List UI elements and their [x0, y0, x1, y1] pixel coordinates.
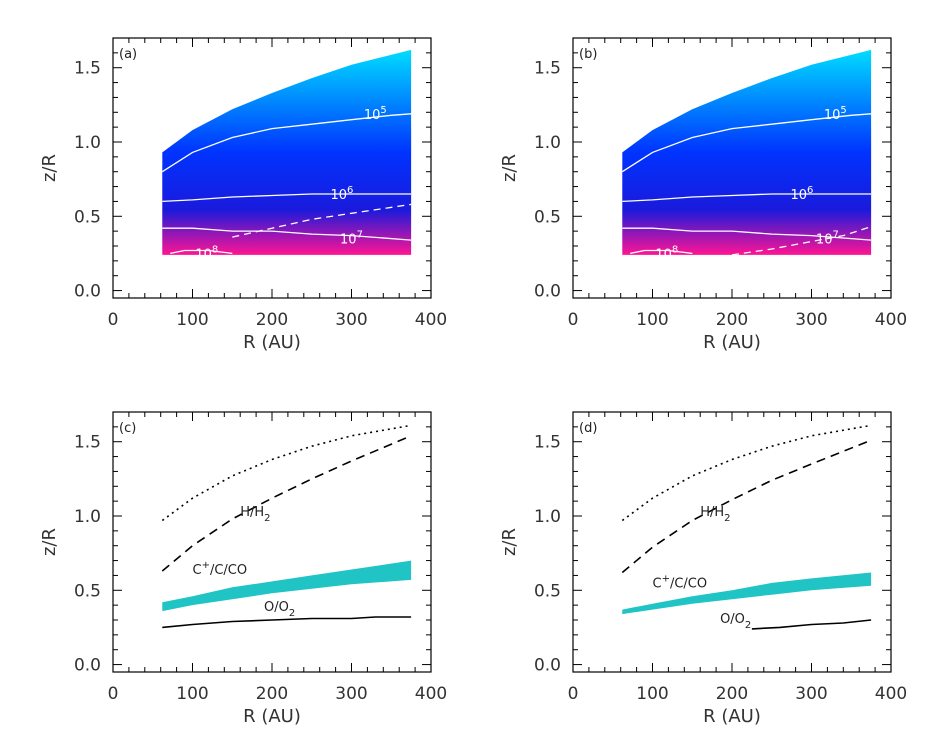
panel-label: (d)	[579, 421, 597, 436]
dashed-contour	[731, 226, 872, 256]
dotted-front-line	[161, 424, 412, 522]
y-tick-label: 1.5	[534, 433, 561, 453]
y-tick-label: 0.0	[74, 282, 101, 302]
panel-label: (c)	[119, 421, 136, 436]
x-tick-label: 200	[716, 684, 748, 704]
y-tick-label: 0.0	[534, 656, 561, 676]
y-tick-label: 0.0	[534, 282, 561, 302]
x-tick-label: 400	[415, 310, 447, 330]
x-tick-label: 400	[875, 310, 907, 330]
y-tick-label: 1.5	[74, 433, 101, 453]
x-tick-label: 0	[568, 310, 579, 330]
axes-frame	[112, 411, 432, 673]
contour-line-0	[621, 113, 872, 173]
x-tick-label: 200	[256, 310, 288, 330]
y-tick-label: 1.0	[74, 507, 101, 527]
x-axis-title: R (AU)	[703, 706, 761, 727]
c-plus-c-co-band	[162, 560, 412, 612]
y-tick-label: 1.0	[534, 507, 561, 527]
x-tick-label: 0	[108, 684, 119, 704]
x-tick-label: 0	[108, 310, 119, 330]
dotted-front-line	[621, 424, 872, 522]
panel-label: (b)	[579, 47, 597, 62]
solid-front-line	[162, 616, 412, 629]
x-axis-title: R (AU)	[703, 332, 761, 353]
x-tick-label: 300	[795, 310, 827, 330]
contour-label: 108	[195, 244, 218, 262]
y-axis-title: z/R	[39, 154, 60, 182]
y-axis-title: z/R	[499, 154, 520, 182]
front-label: H/H2	[240, 505, 270, 524]
y-tick-label: 0.0	[74, 656, 101, 676]
contour-label: 106	[330, 185, 353, 203]
x-tick-label: 200	[256, 684, 288, 704]
contour-line-3	[630, 249, 693, 255]
dashed-front-line	[621, 439, 872, 574]
front-label: C+/C/CO	[193, 560, 248, 578]
solid-front-line	[751, 619, 872, 630]
contour-label: 105	[824, 105, 847, 123]
x-tick-label: 100	[176, 684, 208, 704]
x-tick-label: 0	[568, 684, 579, 704]
x-tick-label: 100	[636, 684, 668, 704]
y-tick-label: 0.5	[74, 207, 101, 227]
c-plus-c-co-band	[622, 572, 872, 615]
contour-label: 106	[790, 185, 813, 203]
y-tick-label: 1.5	[74, 59, 101, 79]
panel-d: H/H2 C+/C/CO O/O2 0 100 200 300 400 0.0 0.5 1.0 1.5…	[499, 411, 907, 727]
y-axis-title: z/R	[39, 528, 60, 556]
contour-label: 108	[655, 244, 678, 262]
contour-line-1	[622, 193, 872, 203]
y-tick-label: 0.5	[534, 581, 561, 601]
panel-c: H/H2 C+/C/CO O/O2 0 100 200 300 400 0.0 0.5 1.0 1.5…	[39, 411, 447, 727]
contour-line-1	[162, 193, 412, 203]
x-axis-title: R (AU)	[243, 332, 301, 353]
dashed-front-line	[161, 435, 412, 572]
contour-line-2	[622, 227, 872, 241]
x-tick-label: 400	[875, 684, 907, 704]
x-tick-label: 300	[335, 310, 367, 330]
contour-line-3	[170, 249, 233, 255]
x-tick-label: 200	[716, 310, 748, 330]
contour-line-0	[161, 113, 412, 173]
contour-line-2	[162, 227, 412, 241]
y-tick-label: 0.5	[534, 207, 561, 227]
x-tick-label: 100	[176, 310, 208, 330]
x-tick-label: 400	[415, 684, 447, 704]
y-tick-label: 0.5	[74, 581, 101, 601]
density-map	[622, 49, 872, 255]
panel-label: (a)	[119, 47, 137, 62]
y-tick-label: 1.0	[534, 133, 561, 153]
front-label: C+/C/CO	[653, 573, 708, 591]
x-tick-label: 100	[636, 310, 668, 330]
front-label: H/H2	[700, 505, 730, 524]
axes-frame	[572, 411, 892, 673]
panel-a: 105 106 107 108 0 100 200 300 400 0.0 0.5 1.0 1.5 R (…	[39, 37, 447, 353]
y-tick-label: 1.5	[534, 59, 561, 79]
contour-label: 107	[340, 230, 363, 248]
contour-label: 107	[816, 230, 839, 248]
panel-b: 105 106 107 108 0 100 200 300 400 0.0 0.5 1.0 1.5 R (…	[499, 37, 907, 353]
density-map	[162, 49, 412, 255]
y-tick-label: 1.0	[74, 133, 101, 153]
dashed-contour	[232, 203, 412, 238]
contour-label: 105	[364, 105, 387, 123]
x-axis-title: R (AU)	[243, 706, 301, 727]
front-label: O/O2	[264, 600, 295, 619]
x-tick-label: 300	[795, 684, 827, 704]
front-label: O/O2	[720, 612, 751, 631]
y-axis-title: z/R	[499, 528, 520, 556]
x-tick-label: 300	[335, 684, 367, 704]
